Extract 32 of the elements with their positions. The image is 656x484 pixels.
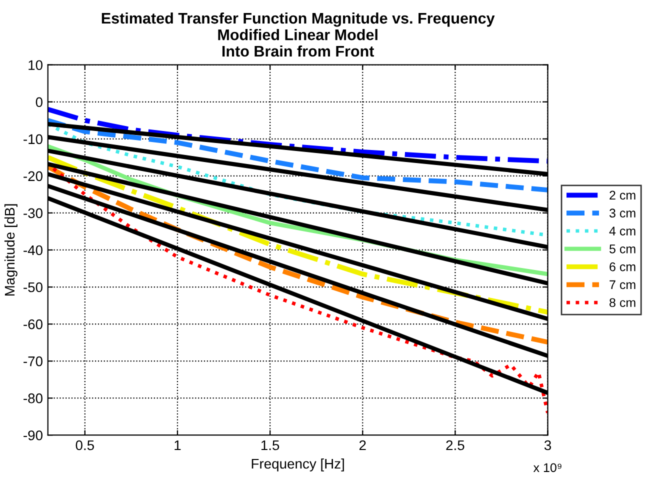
legend-label: 7 cm	[610, 280, 636, 290]
y-tick-label: -10	[24, 134, 42, 144]
legend-label: 2 cm	[610, 190, 636, 200]
legend-label: 3 cm	[609, 208, 636, 218]
x-tick-label: 3	[544, 440, 552, 450]
y-tick-label: -40	[24, 245, 42, 256]
y-tick-label: -50	[24, 282, 42, 292]
y-tick-label: -60	[24, 319, 42, 330]
legend-label: 6 cm	[610, 262, 636, 272]
y-tick-label: -20	[24, 171, 42, 182]
chart-title: Estimated Transfer Function Magnitude vs. Frequency Modified Linear Model Into Brain from Front	[102, 12, 495, 57]
x-tick-label: 2	[359, 440, 366, 450]
x-axis-title: Frequency [Hz]	[252, 458, 344, 472]
y-tick-label: -80	[24, 393, 42, 404]
text: x 10⁹	[533, 463, 562, 472]
y-tick-label: -30	[24, 208, 42, 218]
y-tick-label: 10	[28, 60, 42, 70]
x-tick-label: 1	[174, 440, 181, 450]
x-tick-label: 0.5	[76, 440, 94, 450]
y-tick-label: 0	[36, 97, 42, 108]
x-tick-label: 2.5	[446, 440, 464, 450]
line-series	[52, 166, 548, 415]
line-series	[48, 118, 548, 192]
line-series	[48, 164, 548, 345]
x-tick-label: 1.5	[261, 440, 280, 450]
y-tick-label: -90	[24, 430, 42, 440]
legend-label: 5 cm	[610, 244, 636, 254]
y-axis-title: Magnitude [dB]	[4, 204, 18, 296]
legend-label: 8 cm	[610, 298, 636, 308]
line-series	[48, 106, 548, 164]
legend-label: 4 cm	[609, 226, 636, 236]
y-tick-label: -70	[24, 356, 42, 366]
